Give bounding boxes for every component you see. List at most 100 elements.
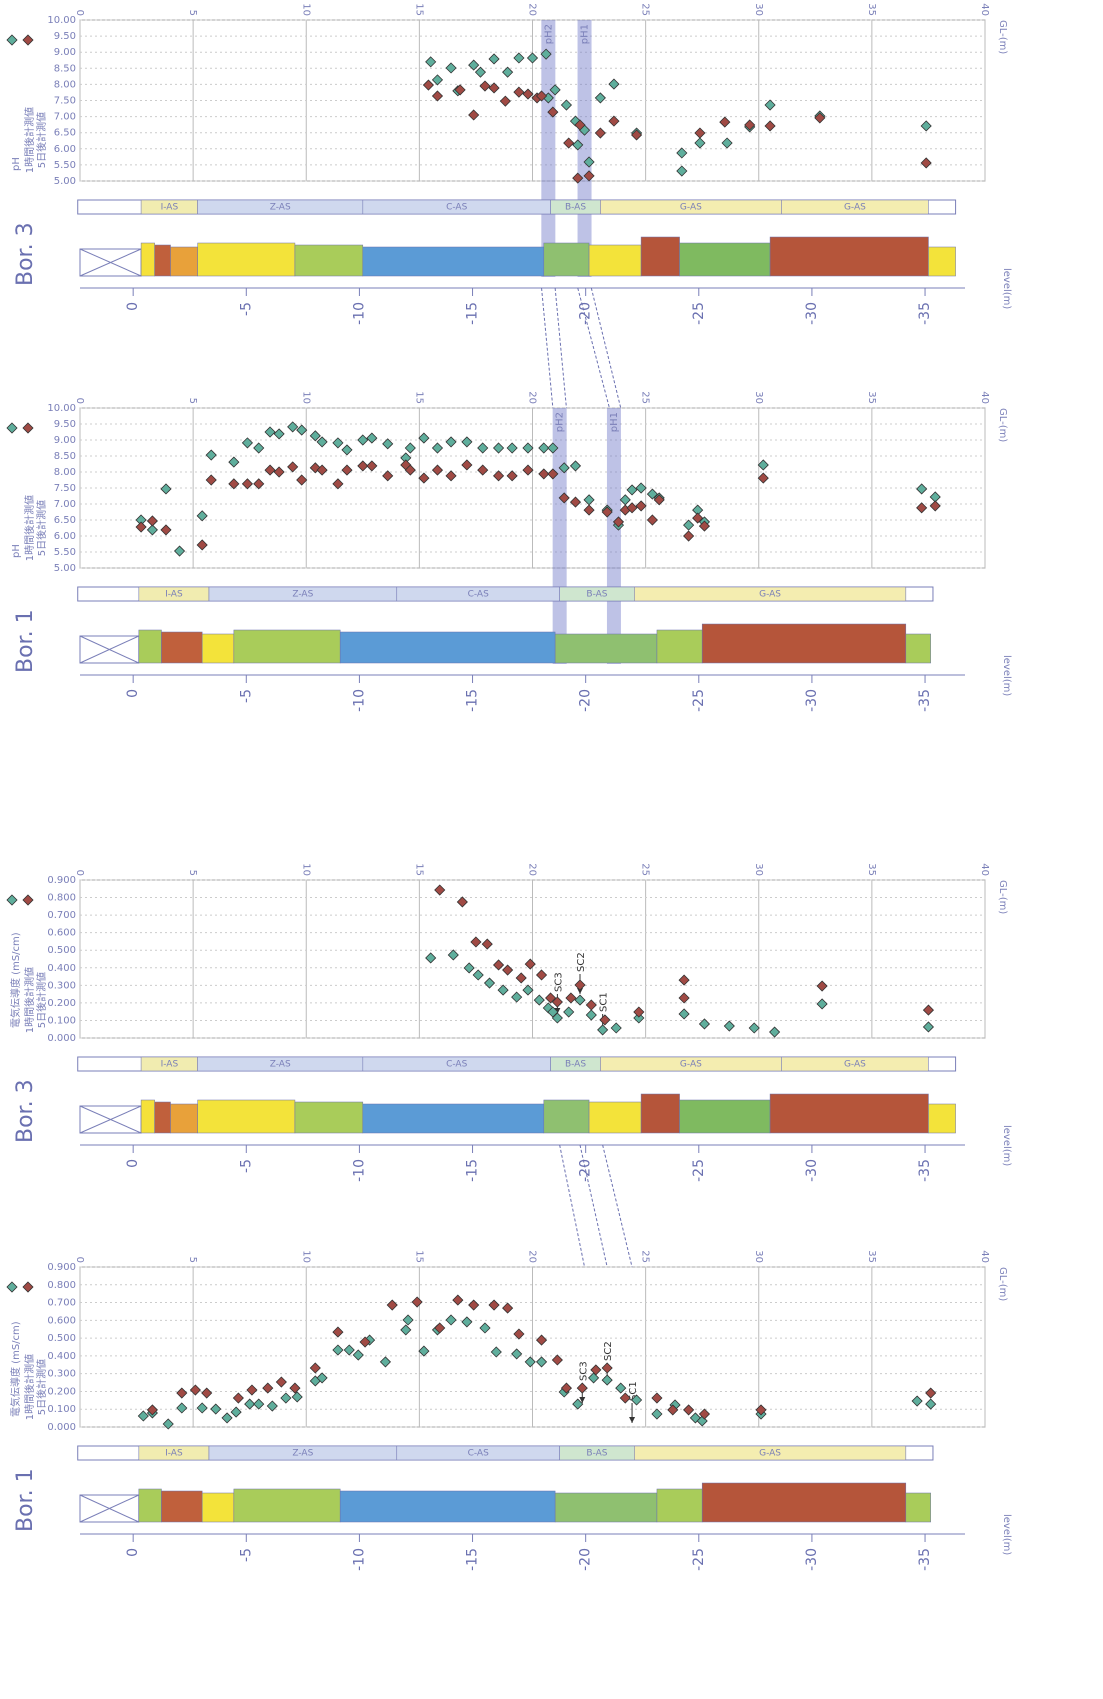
- log-layer: [141, 243, 155, 276]
- panel: 05101520253035400.0000.1000.2000.3000.40…: [7, 863, 1012, 1182]
- stratum-label: C-AS: [468, 590, 489, 600]
- y-tick-label: 0.600: [47, 928, 76, 939]
- y-axis-label: pH: [11, 544, 22, 558]
- x-tick-label: 5: [187, 10, 198, 16]
- legend-marker: [23, 895, 33, 905]
- annotation: SC3: [553, 972, 564, 992]
- y-tick-label: 0.500: [47, 945, 76, 956]
- y-tick-label: 9.00: [54, 435, 76, 446]
- stratum-label: G-AS: [680, 1060, 702, 1070]
- level-tick-label: 0: [125, 1548, 141, 1557]
- y-tick-label: 5.50: [54, 160, 76, 171]
- y-tick-label: 6.00: [54, 531, 76, 542]
- y-axis-label: pH: [11, 157, 22, 171]
- legend-label: 1時間後計測値: [23, 1354, 36, 1420]
- stratum-label: C-AS: [446, 1060, 467, 1070]
- log-layer: [657, 1489, 702, 1522]
- y-tick-label: 0.300: [47, 980, 76, 991]
- y-tick-label: 0.200: [47, 998, 76, 1009]
- log-layer: [928, 1104, 955, 1133]
- legend-marker: [23, 35, 33, 45]
- connector: [591, 288, 620, 408]
- x-tick-label: 30: [753, 863, 764, 876]
- y-tick-label: 5.50: [54, 547, 76, 558]
- log-layer: [295, 245, 363, 276]
- log-layer: [171, 1104, 198, 1133]
- annotation: SC1: [599, 992, 610, 1012]
- level-tick-label: -20: [578, 689, 594, 712]
- level-tick-label: -30: [804, 302, 820, 325]
- y-tick-label: 0.800: [47, 893, 76, 904]
- legend-label: 5日後計測値: [35, 500, 48, 556]
- x-tick-label: 15: [413, 1250, 424, 1263]
- y-tick-label: 0.900: [47, 875, 76, 886]
- stratum-label: B-AS: [565, 1060, 586, 1070]
- highlight-band: [541, 20, 555, 277]
- level-tick-label: -15: [465, 689, 481, 712]
- stratum-label: C-AS: [446, 203, 467, 213]
- log-layer: [680, 243, 771, 276]
- x-tick-label: 40: [979, 1250, 990, 1263]
- log-layer: [544, 1100, 589, 1133]
- y-tick-label: 9.50: [54, 31, 76, 42]
- level-tick-label: -15: [465, 302, 481, 325]
- legend-label: 1時間後計測値: [23, 967, 36, 1033]
- stratum-label: G-AS: [759, 590, 781, 600]
- level-axis-label: level(m): [1001, 268, 1012, 309]
- figure: 05101520253035405.005.506.006.507.007.50…: [0, 0, 1103, 1699]
- x-tick-label: 20: [527, 1250, 538, 1263]
- annotation: SC2: [576, 952, 587, 972]
- level-tick-label: -10: [351, 1548, 367, 1571]
- y-tick-label: 8.50: [54, 63, 76, 74]
- legend-marker: [23, 1282, 33, 1292]
- level-tick-label: -30: [804, 1159, 820, 1182]
- y-tick-label: 0.400: [47, 1351, 76, 1362]
- y-tick-label: 0.700: [47, 910, 76, 921]
- level-tick-label: -15: [465, 1548, 481, 1571]
- y-tick-label: 0.800: [47, 1280, 76, 1291]
- x-tick-label: 25: [640, 3, 651, 16]
- stratum-label: G-AS: [844, 203, 866, 213]
- log-layer: [340, 632, 555, 663]
- x-tick-label: 25: [640, 863, 651, 876]
- log-layer: [657, 630, 702, 663]
- boring-label: Bor. 1: [13, 1468, 38, 1532]
- log-layer: [161, 1491, 202, 1522]
- x-tick-label: 25: [640, 391, 651, 404]
- level-tick-label: -35: [917, 689, 933, 712]
- stratum-label: Z-AS: [270, 1060, 291, 1070]
- y-tick-label: 7.00: [54, 499, 76, 510]
- log-layer: [589, 1102, 641, 1133]
- log-layer: [702, 1483, 906, 1522]
- x-tick-label: 10: [300, 1250, 311, 1263]
- log-layer: [363, 247, 544, 276]
- x-tick-label: 35: [866, 3, 877, 16]
- log-layer: [589, 245, 641, 276]
- log-layer: [641, 1094, 679, 1133]
- y-tick-label: 6.50: [54, 128, 76, 139]
- level-tick-label: -25: [691, 1548, 707, 1571]
- log-layer: [340, 1491, 555, 1522]
- log-layer: [198, 243, 295, 276]
- page: 05101520253035405.005.506.006.507.007.50…: [0, 0, 1103, 1699]
- y-tick-label: 6.00: [54, 144, 76, 155]
- y-tick-label: 9.50: [54, 419, 76, 430]
- log-layer: [680, 1100, 771, 1133]
- level-tick-label: -25: [691, 689, 707, 712]
- level-tick-label: 0: [125, 1159, 141, 1168]
- x-tick-label: 30: [753, 3, 764, 16]
- log-layer: [171, 247, 198, 276]
- y-tick-label: 7.00: [54, 112, 76, 123]
- stratum-label: G-AS: [844, 1060, 866, 1070]
- y-tick-label: 8.50: [54, 451, 76, 462]
- y-tick-label: 8.00: [54, 79, 76, 90]
- log-layer: [161, 632, 202, 663]
- y-tick-label: 7.50: [54, 483, 76, 494]
- legend-label: 5日後計測値: [35, 1359, 48, 1415]
- x-tick-label: 40: [979, 3, 990, 16]
- log-layer: [295, 1102, 363, 1133]
- legend-marker: [7, 1282, 17, 1292]
- level-tick-label: -15: [465, 1159, 481, 1182]
- stratum-label: Z-AS: [292, 590, 313, 600]
- x-tick-label: 10: [300, 391, 311, 404]
